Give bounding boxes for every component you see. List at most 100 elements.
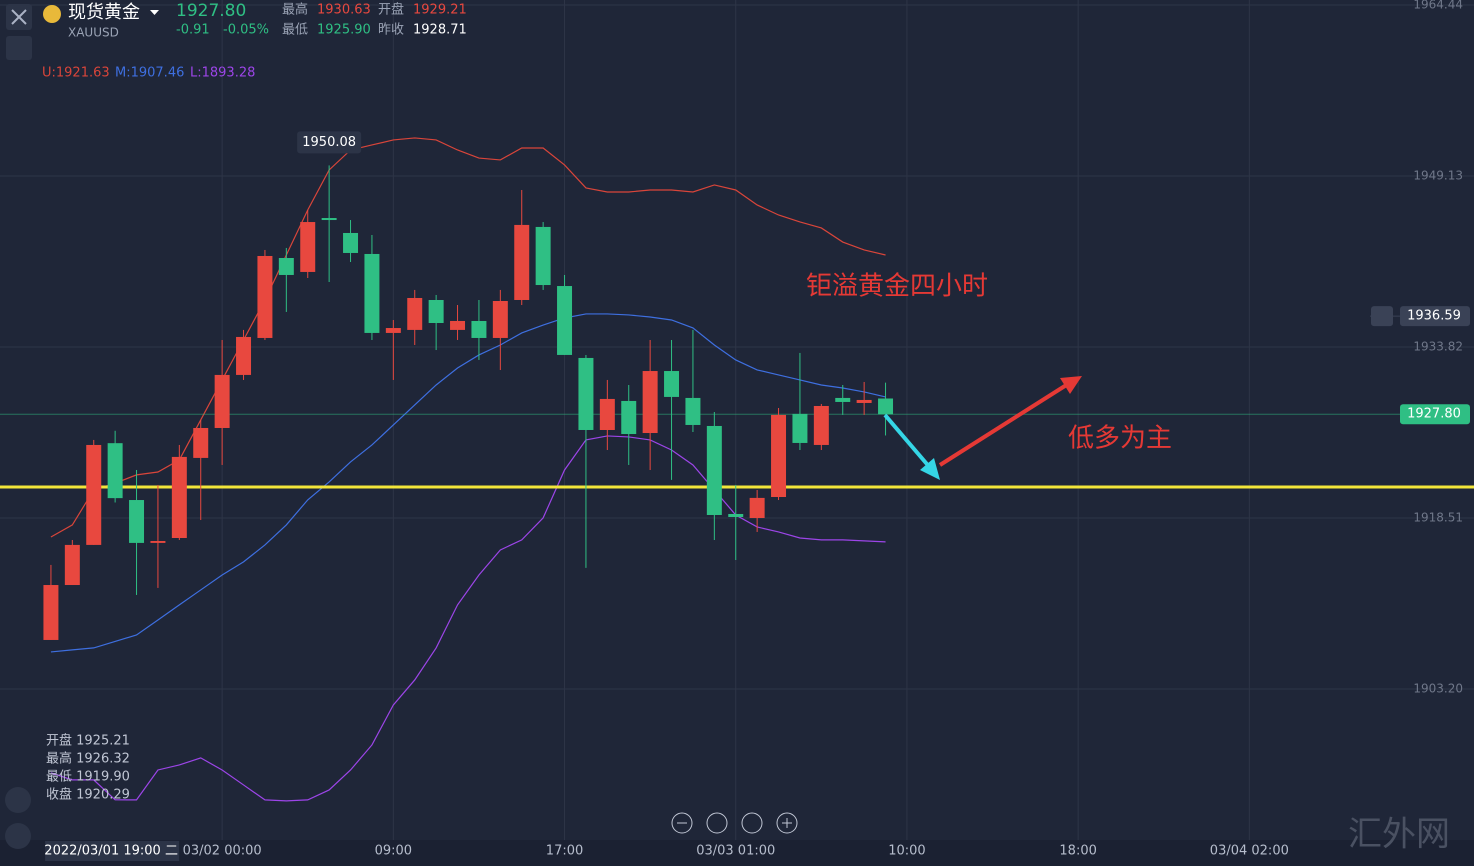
price-tag	[1400, 404, 1470, 425]
arrow-head	[1060, 376, 1082, 394]
stat-value: 1930.63	[317, 3, 371, 18]
high-label: 1950.08	[302, 135, 356, 150]
band-line	[50, 313, 886, 653]
x-tick-label: 18:00	[1059, 844, 1096, 859]
zoom-controls	[671, 812, 798, 834]
candle-body	[107, 443, 123, 499]
candle-body	[364, 253, 380, 333]
arrow-head	[920, 458, 940, 480]
dropdown[interactable]	[150, 10, 159, 15]
marks: 1927.80 1936.59 1950.08 2022/03/01 19:00 二	[0, 131, 1474, 861]
candle-body	[878, 398, 894, 415]
tool-button[interactable]	[5, 823, 31, 849]
arrow-down	[883, 413, 934, 472]
candle-body	[749, 497, 765, 519]
candle-body	[450, 320, 466, 330]
candle-body	[792, 413, 808, 443]
stat-label: 最高	[282, 2, 308, 18]
annotation: 低多为主	[1068, 424, 1172, 454]
candle-body	[664, 371, 680, 397]
x-tick-label: 03/04 02:00	[1210, 844, 1289, 859]
time-axis	[0, 840, 1474, 866]
tool-button[interactable]	[5, 787, 31, 813]
candle-body	[514, 224, 530, 300]
y-tick-label: 1918.51	[1413, 511, 1463, 525]
x-tick-label: 09:00	[375, 844, 412, 859]
candle-body	[257, 255, 273, 338]
crosshair-label: 2022/03/01 19:00 二	[44, 844, 178, 859]
candle-body	[385, 328, 401, 333]
candle-body	[300, 222, 316, 272]
candle-body	[86, 444, 102, 545]
candle-body	[193, 427, 209, 458]
band-label: L:1893.28	[190, 66, 255, 81]
candle-body	[236, 336, 252, 375]
band-label: M:1907.46	[115, 66, 184, 81]
candle-body	[150, 541, 166, 543]
candle-body	[428, 299, 444, 323]
change-pct: -0.05%	[223, 23, 269, 38]
candle-body	[835, 397, 851, 402]
stat-value: 1928.71	[413, 23, 467, 38]
shrink-button[interactable]	[6, 36, 32, 60]
candle-body	[278, 257, 294, 275]
candle-body	[43, 585, 59, 640]
x-tick-label: 17:00	[546, 844, 583, 859]
scroll-start[interactable]	[706, 812, 728, 834]
y-tick-label: 1964.44	[1413, 0, 1463, 12]
arrow-up	[938, 382, 1070, 467]
candle-body	[171, 456, 187, 538]
zoom-in-icon	[782, 818, 792, 828]
x-tick-label: 03/02 00:00	[183, 844, 262, 859]
price: 1927.80	[176, 1, 246, 21]
candle-body	[343, 232, 359, 253]
band-label: U:1921.63	[42, 66, 110, 81]
candle-body	[407, 297, 423, 330]
candle-body	[129, 500, 145, 543]
y-tick-label: 1949.13	[1413, 169, 1463, 183]
candle-body	[771, 414, 787, 498]
crosshair-ohlc: 最高 1926.32	[46, 751, 130, 767]
candle-body	[214, 374, 230, 428]
zoom-out[interactable]	[671, 812, 693, 834]
y-tick-label: 1933.82	[1413, 340, 1463, 354]
candle-body	[492, 300, 508, 338]
zoom-in[interactable]	[776, 812, 798, 834]
candle-body	[621, 400, 637, 435]
stat-value: 1929.21	[413, 3, 467, 18]
crosshair-tag	[45, 841, 180, 861]
candle-body	[471, 320, 487, 338]
scroll-end[interactable]	[741, 812, 763, 834]
arrows	[883, 376, 1082, 480]
candle-body	[856, 399, 872, 403]
price-tag	[1400, 306, 1470, 327]
price-tag-label: 1927.80	[1407, 407, 1461, 422]
change: -0.91	[176, 23, 210, 38]
symbol-code: XAUUSD	[68, 26, 119, 40]
y-tick-label: 1903.20	[1413, 681, 1463, 695]
watermark: 汇外网	[1348, 815, 1450, 855]
candle-body	[557, 286, 573, 355]
alert-bell	[1371, 306, 1393, 327]
candle-body	[321, 218, 337, 221]
annotation: 钜溢黄金四小时	[806, 272, 988, 302]
crosshair-ohlc: 开盘 1925.21	[46, 733, 130, 749]
close-icon	[11, 9, 27, 25]
stat-label: 最低	[282, 23, 308, 38]
gold-icon	[43, 5, 61, 23]
stat-value: 1925.90	[317, 23, 371, 38]
stat-label: 开盘	[378, 2, 404, 18]
crosshair-ohlc: 最低 1919.90	[46, 770, 130, 785]
candle-body	[599, 398, 615, 430]
candle-body	[64, 544, 80, 586]
candle-body	[706, 425, 722, 515]
candle-body	[728, 513, 744, 518]
stat-label: 昨收	[378, 23, 404, 38]
symbol-name[interactable]: 现货黄金	[68, 2, 140, 23]
band-line	[50, 137, 886, 538]
x-tick-label: 10:00	[888, 844, 925, 859]
